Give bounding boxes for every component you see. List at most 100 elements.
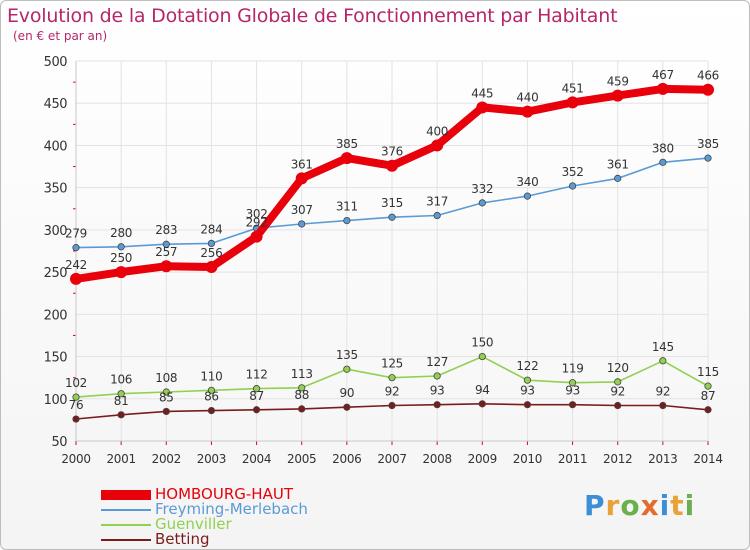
data-label-hombourg-haut: 250 bbox=[110, 251, 132, 265]
data-label-betting: 85 bbox=[159, 390, 174, 404]
data-point-freyming-merlebach bbox=[388, 213, 396, 221]
data-point-guenviller bbox=[433, 372, 441, 380]
legend-swatch bbox=[101, 523, 151, 526]
x-tick-label: 2001 bbox=[106, 452, 135, 466]
data-point-betting bbox=[614, 401, 622, 410]
y-tick-label: 450 bbox=[44, 97, 68, 112]
data-label-freyming-merlebach: 352 bbox=[562, 165, 584, 179]
x-tick-label: 2014 bbox=[693, 452, 722, 466]
data-point-guenviller bbox=[298, 384, 306, 392]
data-point-hombourg-haut bbox=[656, 82, 669, 95]
data-label-guenviller: 113 bbox=[291, 367, 313, 381]
data-label-betting: 88 bbox=[294, 388, 309, 402]
data-label-betting: 93 bbox=[520, 384, 535, 398]
legend-swatch bbox=[101, 508, 151, 511]
data-label-freyming-merlebach: 361 bbox=[607, 157, 629, 171]
x-tick-label: 2008 bbox=[422, 452, 451, 466]
data-label-hombourg-haut: 451 bbox=[562, 81, 584, 95]
legend-label: HOMBOURG-HAUT bbox=[155, 485, 293, 503]
x-tick-label: 2009 bbox=[468, 452, 497, 466]
data-point-freyming-merlebach bbox=[72, 244, 80, 252]
y-tick-label: 50 bbox=[51, 435, 67, 450]
data-point-betting bbox=[704, 406, 712, 414]
x-tick-label: 2010 bbox=[513, 452, 542, 466]
data-point-guenviller bbox=[659, 357, 667, 365]
data-point-guenviller bbox=[523, 376, 532, 384]
data-label-freyming-merlebach: 284 bbox=[200, 222, 222, 236]
data-point-betting bbox=[207, 406, 216, 415]
data-point-betting bbox=[252, 406, 261, 414]
data-label-guenviller: 120 bbox=[607, 361, 629, 375]
logo-letter: P bbox=[584, 489, 606, 522]
logo-letter: i bbox=[659, 489, 671, 522]
data-point-hombourg-haut bbox=[205, 261, 218, 274]
data-point-guenviller bbox=[207, 386, 216, 394]
data-label-freyming-merlebach: 307 bbox=[291, 203, 313, 217]
data-label-freyming-merlebach: 302 bbox=[246, 207, 268, 221]
data-label-betting: 81 bbox=[114, 394, 129, 408]
data-point-freyming-merlebach bbox=[207, 239, 216, 247]
x-tick-label: 2012 bbox=[603, 452, 632, 466]
data-label-hombourg-haut: 256 bbox=[200, 246, 222, 260]
data-label-guenviller: 106 bbox=[110, 373, 132, 387]
data-label-guenviller: 115 bbox=[697, 365, 719, 379]
data-point-guenviller bbox=[72, 393, 80, 401]
chart-subtitle: (en € et par an) bbox=[13, 29, 108, 43]
x-tick-label: 2003 bbox=[197, 452, 226, 466]
data-point-freyming-merlebach bbox=[117, 243, 125, 251]
data-label-hombourg-haut: 459 bbox=[607, 75, 629, 89]
data-point-hombourg-haut bbox=[702, 83, 714, 96]
logo-letter: t bbox=[670, 489, 685, 522]
data-label-guenviller: 150 bbox=[471, 336, 493, 350]
data-point-hombourg-haut bbox=[476, 101, 489, 114]
data-label-guenviller: 102 bbox=[65, 376, 87, 390]
x-tick-label: 2002 bbox=[152, 452, 181, 466]
data-label-guenviller: 127 bbox=[426, 355, 448, 369]
data-point-freyming-merlebach bbox=[704, 154, 712, 162]
data-label-hombourg-haut: 361 bbox=[291, 157, 313, 171]
data-point-freyming-merlebach bbox=[298, 220, 306, 228]
data-label-guenviller: 119 bbox=[562, 362, 584, 376]
data-label-hombourg-haut: 467 bbox=[652, 68, 674, 82]
data-point-freyming-merlebach bbox=[343, 217, 351, 225]
data-label-betting: 76 bbox=[69, 398, 84, 412]
data-label-guenviller: 110 bbox=[200, 369, 222, 383]
y-tick-label: 150 bbox=[44, 351, 68, 366]
data-label-betting: 92 bbox=[385, 385, 400, 399]
logo-letter: o bbox=[620, 489, 641, 522]
legend-label: Guenviller bbox=[155, 515, 232, 533]
logo-letter: r bbox=[605, 489, 621, 522]
data-point-freyming-merlebach bbox=[659, 158, 667, 166]
data-label-betting: 92 bbox=[610, 385, 625, 399]
data-label-guenviller: 125 bbox=[381, 357, 403, 371]
data-point-hombourg-haut bbox=[566, 96, 579, 109]
x-tick-label: 2004 bbox=[242, 452, 271, 466]
y-tick-label: 100 bbox=[44, 393, 68, 408]
data-point-guenviller bbox=[343, 365, 351, 373]
data-point-hombourg-haut bbox=[340, 152, 353, 165]
data-point-guenviller bbox=[252, 385, 261, 393]
data-label-betting: 92 bbox=[656, 385, 671, 399]
data-point-hombourg-haut bbox=[70, 272, 82, 285]
data-point-hombourg-haut bbox=[160, 260, 173, 273]
data-label-freyming-merlebach: 280 bbox=[110, 226, 132, 240]
data-label-guenviller: 145 bbox=[652, 340, 674, 354]
data-label-hombourg-haut: 376 bbox=[381, 145, 403, 159]
data-point-guenviller bbox=[478, 352, 486, 361]
data-label-guenviller: 112 bbox=[246, 368, 268, 382]
data-label-freyming-merlebach: 283 bbox=[155, 223, 177, 237]
logo-letter: i bbox=[684, 489, 696, 522]
legend-swatch bbox=[101, 489, 151, 500]
data-label-freyming-merlebach: 340 bbox=[516, 175, 538, 189]
data-label-betting: 86 bbox=[204, 390, 219, 404]
data-label-freyming-merlebach: 315 bbox=[381, 196, 403, 210]
data-label-betting: 87 bbox=[249, 389, 264, 403]
x-tick-label: 2006 bbox=[332, 452, 361, 466]
data-point-betting bbox=[388, 401, 396, 410]
data-point-guenviller bbox=[568, 379, 577, 387]
data-label-guenviller: 135 bbox=[336, 348, 358, 362]
data-label-hombourg-haut: 440 bbox=[516, 91, 538, 105]
data-point-betting bbox=[298, 405, 306, 413]
